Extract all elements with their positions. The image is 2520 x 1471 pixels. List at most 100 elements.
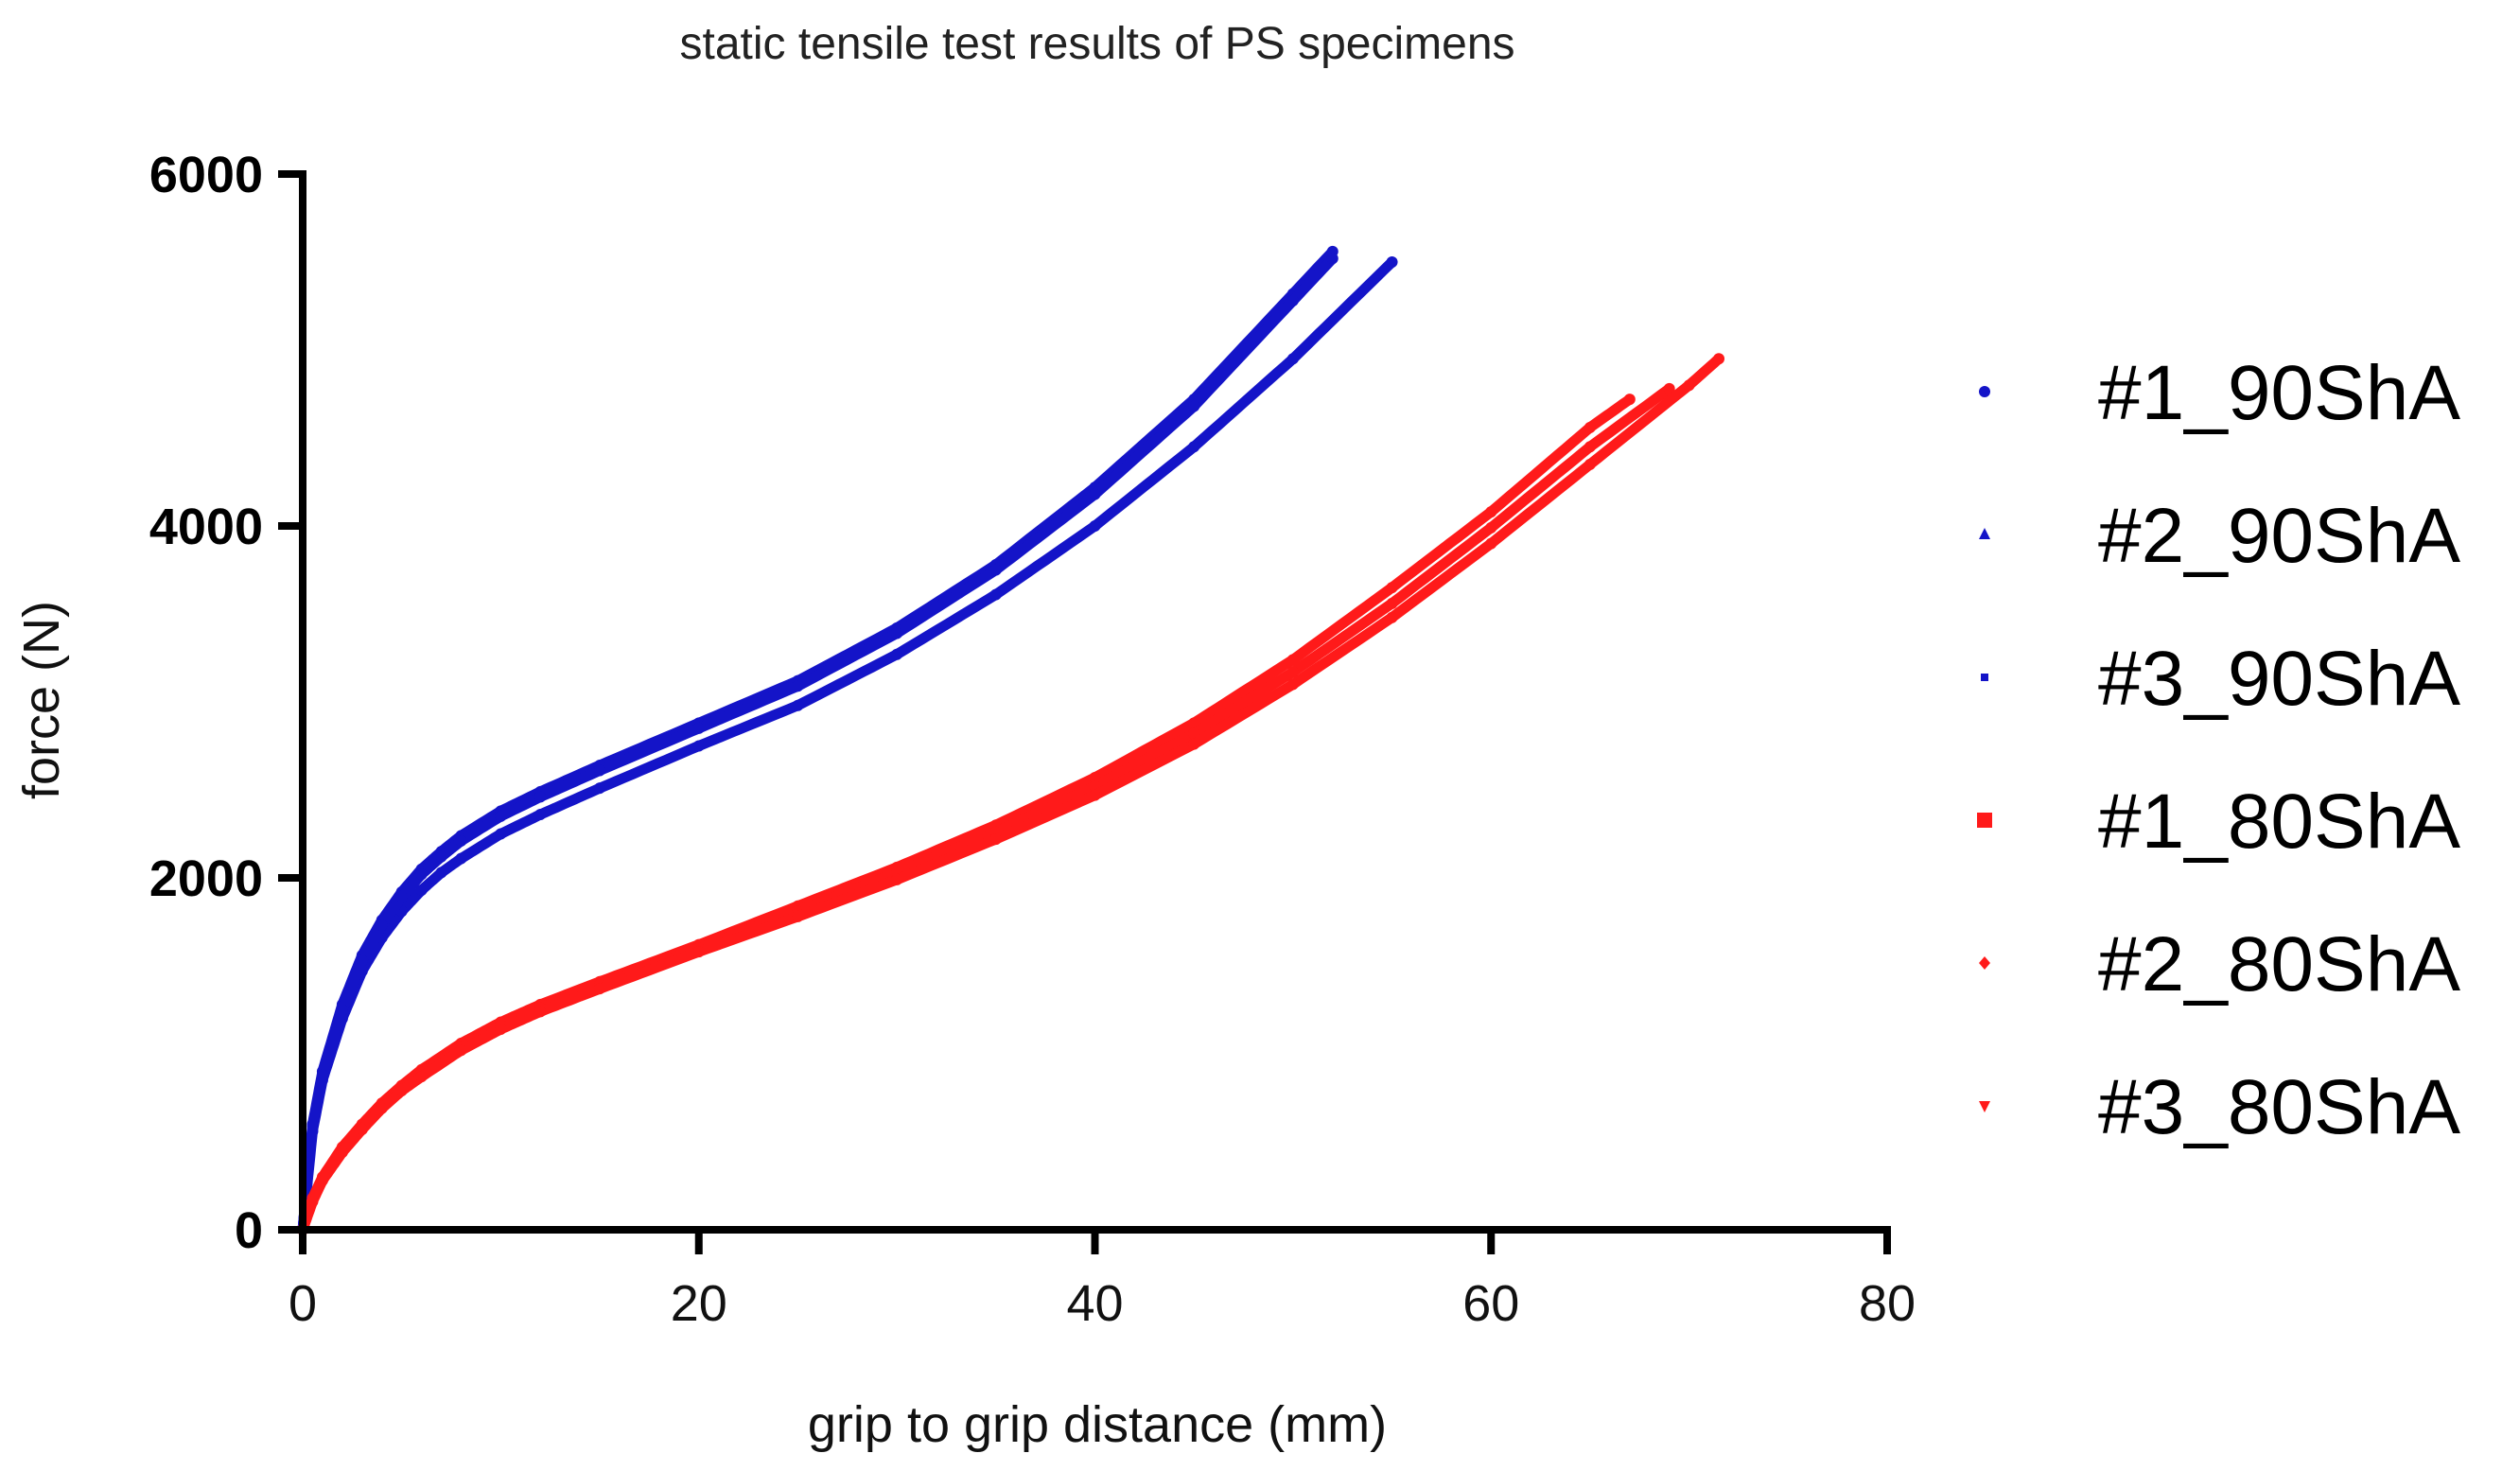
series-trace — [297, 256, 1398, 1235]
data-point — [1663, 382, 1675, 394]
data-point — [891, 627, 903, 639]
legend-item: #1_80ShA — [1977, 779, 2460, 865]
x-axis-ticks: 0 20 40 60 80 — [289, 1230, 1916, 1332]
data-point — [316, 1069, 328, 1081]
data-point — [395, 891, 408, 903]
data-point — [1286, 353, 1299, 365]
legend-item: #2_90ShA — [1979, 493, 2460, 579]
legend-label: #3_80ShA — [2098, 1064, 2460, 1150]
plot-area: 0 2000 4000 6000 0 20 40 60 80 — [149, 147, 1916, 1332]
data-point — [1089, 789, 1101, 801]
data-point — [1584, 458, 1596, 470]
data-point — [495, 1023, 507, 1035]
data-point — [989, 588, 1002, 601]
data-point — [792, 910, 804, 922]
data-point — [455, 1044, 467, 1057]
data-point — [594, 983, 606, 995]
legend-marker — [1977, 813, 1992, 828]
data-point — [1326, 253, 1339, 265]
legend-label: #2_90ShA — [2098, 493, 2460, 579]
data-point — [1386, 597, 1398, 609]
data-point — [1286, 294, 1299, 306]
series-6 — [297, 353, 1725, 1235]
data-point — [316, 1174, 328, 1186]
chart-title: static tensile test results of PS specim… — [679, 19, 1514, 69]
data-point — [306, 1196, 319, 1208]
data-point — [306, 1120, 319, 1132]
data-point — [455, 834, 467, 847]
data-point — [891, 873, 903, 885]
data-point — [415, 1071, 428, 1083]
data-point — [415, 868, 428, 881]
y-axis-label: force (N) — [13, 601, 70, 799]
data-point — [989, 564, 1002, 576]
data-point — [594, 782, 606, 795]
data-point — [692, 946, 705, 958]
data-point — [1485, 521, 1497, 534]
legend-marker — [1979, 528, 1990, 539]
legend-label: #2_80ShA — [2098, 921, 2460, 1007]
data-point — [1683, 379, 1695, 392]
x-tick-label: 60 — [1462, 1275, 1519, 1332]
data-point — [376, 919, 388, 932]
legend-marker — [1979, 956, 1990, 970]
legend-label: #1_80ShA — [2098, 779, 2460, 865]
data-point — [495, 810, 507, 822]
data-point — [455, 852, 467, 865]
x-axis-label: grip to grip distance (mm) — [808, 1396, 1387, 1453]
legend-label: #3_90ShA — [2098, 636, 2460, 722]
data-point — [534, 791, 547, 803]
legend: #1_90ShA #2_90ShA #3_90ShA #1_80ShA #2_80ShA… — [1977, 350, 2460, 1150]
data-point — [692, 740, 705, 752]
series-2 — [297, 256, 1398, 1235]
data-point — [415, 884, 428, 897]
data-point — [1188, 441, 1200, 453]
data-point — [792, 680, 804, 692]
y-tick-label: 4000 — [149, 499, 263, 555]
data-point — [435, 850, 447, 863]
data-point — [1485, 537, 1497, 550]
legend-item: #3_80ShA — [1979, 1064, 2460, 1150]
data-point — [1386, 256, 1398, 268]
y-tick-label: 6000 — [149, 147, 263, 203]
data-point — [1286, 666, 1299, 678]
data-point — [692, 722, 705, 734]
legend-label: #1_90ShA — [2098, 350, 2460, 436]
x-tick-label: 40 — [1066, 1275, 1123, 1332]
data-point — [1286, 678, 1299, 691]
data-point — [534, 1006, 547, 1018]
legend-item: #3_90ShA — [1981, 636, 2460, 722]
data-point — [1584, 421, 1596, 433]
data-point — [356, 1123, 368, 1135]
data-point — [1188, 738, 1200, 750]
data-point — [356, 954, 368, 967]
data-point — [1188, 400, 1200, 412]
legend-item: #1_90ShA — [1979, 350, 2460, 436]
x-tick-label: 20 — [671, 1275, 727, 1332]
series-layer — [297, 245, 1725, 1235]
legend-marker — [1981, 674, 1988, 681]
data-point — [989, 833, 1002, 846]
data-point — [594, 764, 606, 777]
data-point — [1386, 582, 1398, 594]
data-point — [1623, 394, 1636, 406]
data-point — [1286, 654, 1299, 666]
data-point — [792, 699, 804, 711]
data-point — [336, 1147, 348, 1159]
data-point — [435, 867, 447, 879]
data-point — [395, 1085, 408, 1097]
data-point — [1584, 441, 1596, 453]
data-point — [1089, 488, 1101, 500]
data-point — [1386, 611, 1398, 623]
data-point — [1089, 520, 1101, 532]
data-point — [891, 648, 903, 660]
y-tick-label: 2000 — [149, 850, 263, 907]
legend-marker — [1979, 1101, 1990, 1112]
legend-item: #2_80ShA — [1979, 921, 2460, 1007]
data-point — [495, 828, 507, 840]
legend-marker — [1979, 386, 1990, 397]
data-point — [376, 1102, 388, 1114]
x-tick-label: 80 — [1859, 1275, 1916, 1332]
y-axis-ticks: 0 2000 4000 6000 — [149, 147, 303, 1259]
